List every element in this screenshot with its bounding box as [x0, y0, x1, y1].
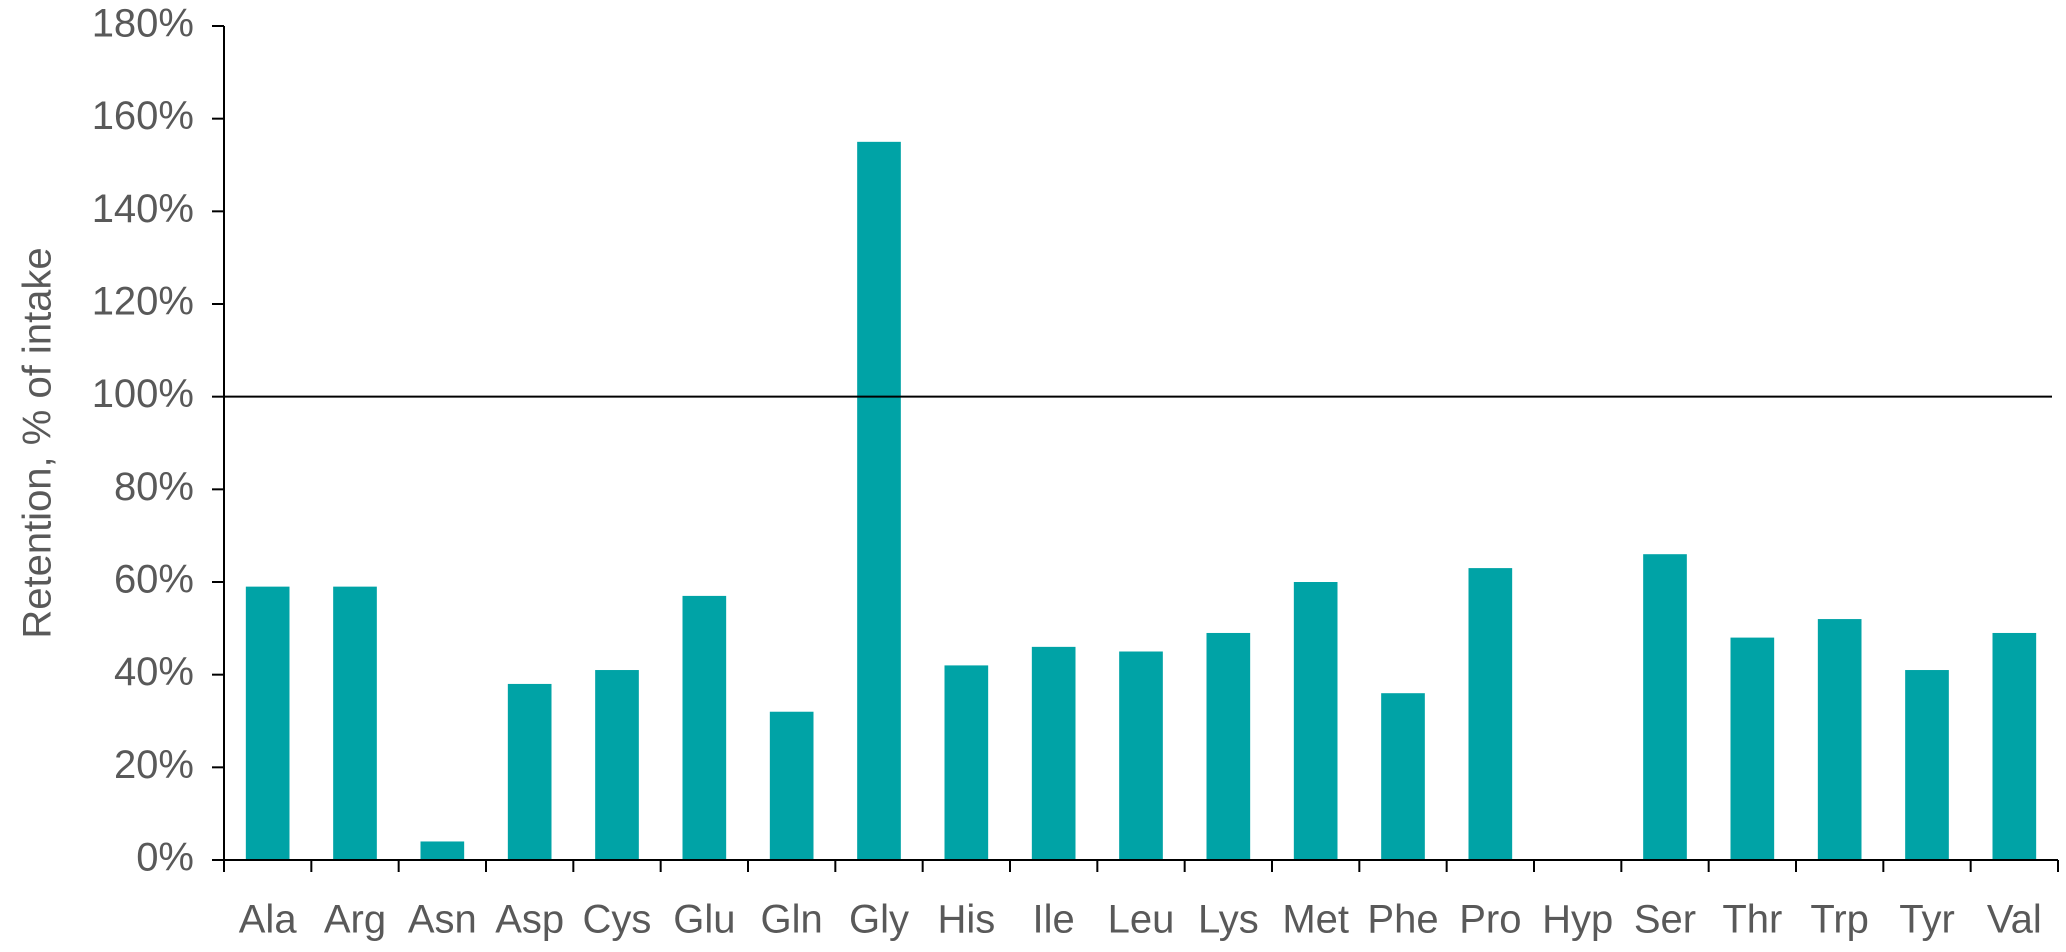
x-tick-label: Ala — [239, 898, 298, 942]
bar — [1206, 632, 1251, 860]
bar — [245, 586, 290, 860]
x-tick-label: Met — [1282, 898, 1349, 942]
bar — [1381, 693, 1425, 860]
x-tick-label: Arg — [324, 898, 386, 942]
y-tick-label: 0% — [136, 836, 194, 880]
bar — [1905, 670, 1949, 860]
x-tick-label: Asn — [408, 898, 477, 942]
bar — [507, 683, 552, 860]
y-tick-label: 160% — [92, 94, 194, 138]
x-tick-label: Tyr — [1899, 898, 1955, 942]
x-tick-label: Ile — [1033, 898, 1075, 942]
y-tick-label: 80% — [114, 465, 194, 509]
y-tick-label: 120% — [92, 280, 194, 324]
x-tick-label: Gly — [849, 898, 909, 942]
y-tick-label: 180% — [92, 2, 194, 46]
x-tick-label: Thr — [1722, 898, 1782, 942]
x-tick-label: Val — [1987, 898, 2042, 942]
bar — [420, 841, 465, 860]
y-axis-label: Retention, % of intake — [16, 247, 60, 638]
bar — [1293, 582, 1338, 860]
y-tick-label: 60% — [114, 558, 194, 602]
bar — [1119, 651, 1163, 860]
bar — [769, 711, 814, 860]
bar — [944, 665, 989, 860]
x-tick-label: Glu — [673, 898, 735, 942]
y-tick-label: 140% — [92, 187, 194, 231]
bar — [595, 670, 639, 860]
bar — [1031, 646, 1076, 860]
x-tick-label: Trp — [1810, 898, 1869, 942]
x-tick-label: Gln — [761, 898, 823, 942]
bar — [1992, 632, 2037, 860]
x-tick-label: Ser — [1634, 898, 1696, 942]
x-tick-label: Phe — [1367, 898, 1438, 942]
bar — [1468, 568, 1513, 860]
y-tick-label: 40% — [114, 650, 194, 694]
bar — [1817, 619, 1862, 860]
bar — [1643, 554, 1687, 860]
x-tick-label: Hyp — [1542, 898, 1613, 942]
bar — [1730, 637, 1775, 860]
y-tick-label: 100% — [92, 372, 194, 416]
x-tick-label: His — [937, 898, 995, 942]
bar — [857, 141, 901, 861]
bar — [333, 586, 377, 860]
bar — [682, 595, 727, 860]
x-tick-label: Leu — [1108, 898, 1175, 942]
x-tick-label: Pro — [1459, 898, 1521, 942]
x-tick-label: Lys — [1198, 898, 1259, 942]
x-tick-label: Asp — [495, 898, 564, 942]
x-tick-label: Cys — [583, 898, 652, 942]
y-tick-label: 20% — [114, 743, 194, 787]
